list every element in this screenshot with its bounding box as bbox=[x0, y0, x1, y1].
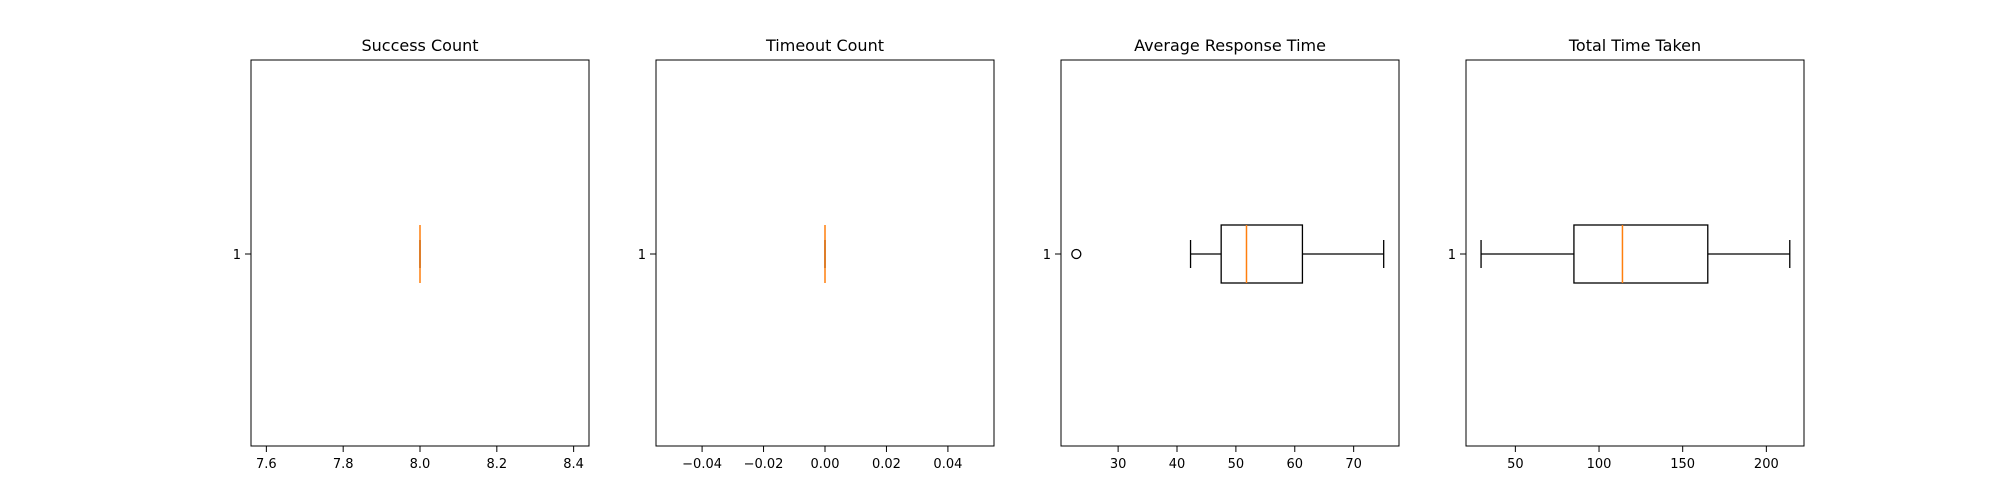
subplot-1: Success Count 1 7.6 7.8 8.0 8.2 8.4 bbox=[233, 36, 590, 472]
x-tick-label: 7.8 bbox=[333, 457, 354, 472]
y-tick-label: 1 bbox=[233, 248, 241, 263]
axes-frame bbox=[1060, 59, 1400, 447]
x-tick-label: 40 bbox=[1169, 457, 1186, 472]
x-tick-label: 8.2 bbox=[486, 457, 507, 472]
subplot-title: Timeout Count bbox=[765, 36, 884, 55]
x-tick-label: 8.4 bbox=[563, 457, 584, 472]
subplot-title: Average Response Time bbox=[1134, 36, 1326, 55]
axes-frame bbox=[1465, 59, 1805, 447]
x-tick-label: 0.00 bbox=[811, 457, 840, 472]
x-tick-label: 0.02 bbox=[872, 457, 901, 472]
x-tick-label: 70 bbox=[1345, 457, 1362, 472]
x-tick-label: 30 bbox=[1110, 457, 1127, 472]
box-iqr bbox=[1220, 224, 1304, 284]
subplot-title: Success Count bbox=[361, 36, 478, 55]
x-tick-label: 50 bbox=[1228, 457, 1245, 472]
x-tick-label: 100 bbox=[1587, 457, 1612, 472]
outlier-point bbox=[1071, 248, 1082, 260]
x-tick-label: −0.04 bbox=[682, 457, 722, 472]
x-tick-label: 60 bbox=[1287, 457, 1304, 472]
x-tick-label: −0.02 bbox=[744, 457, 784, 472]
subplot-3: Average Response Time 1 30 40 50 60 70 bbox=[1043, 36, 1400, 472]
x-tick-label: 200 bbox=[1754, 457, 1779, 472]
box-iqr bbox=[1573, 224, 1709, 284]
x-tick-label: 50 bbox=[1507, 457, 1524, 472]
subplot-title: Total Time Taken bbox=[1568, 36, 1701, 55]
x-tick-label: 0.04 bbox=[933, 457, 962, 472]
x-tick-label: 8.0 bbox=[410, 457, 431, 472]
x-tick-label: 7.6 bbox=[256, 457, 277, 472]
y-tick-label: 1 bbox=[1448, 248, 1456, 263]
x-tick-label: 150 bbox=[1670, 457, 1695, 472]
y-tick-label: 1 bbox=[1043, 248, 1051, 263]
y-tick-label: 1 bbox=[638, 248, 646, 263]
subplot-2: Timeout Count 1 −0.04 −0.02 0.00 0.02 0.04 bbox=[638, 36, 995, 472]
